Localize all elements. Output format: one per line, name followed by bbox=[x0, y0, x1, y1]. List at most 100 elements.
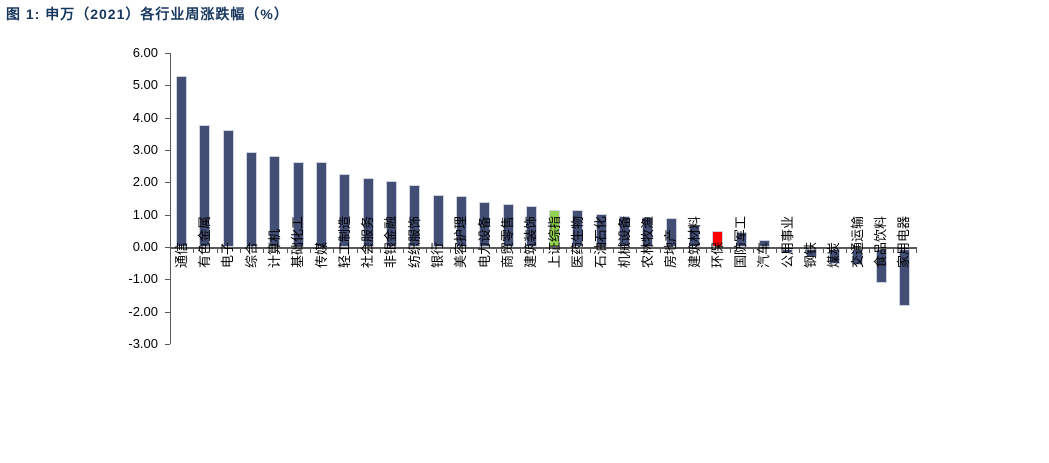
category-label-text: 汽车 bbox=[756, 241, 772, 268]
chart-bar bbox=[525, 205, 537, 247]
y-tick-mark bbox=[165, 150, 170, 151]
chart-bar bbox=[176, 75, 188, 247]
x-tick-mark bbox=[846, 249, 848, 253]
chart-bar bbox=[828, 249, 840, 265]
y-axis bbox=[170, 53, 171, 344]
x-tick-mark bbox=[309, 249, 311, 253]
category-label-text: 石油石化 bbox=[593, 216, 608, 268]
category-label-text: 农林牧渔 bbox=[640, 216, 655, 268]
y-tick-mark bbox=[165, 279, 170, 281]
chart-bar bbox=[339, 174, 351, 247]
chart-bar bbox=[712, 231, 724, 247]
x-tick-mark bbox=[612, 249, 614, 253]
y-tick-label: -3.00 bbox=[128, 335, 158, 351]
category-label-text: 国防军工 bbox=[733, 216, 748, 268]
y-tick-label: 1.00 bbox=[132, 206, 158, 222]
x-tick-mark bbox=[706, 249, 708, 253]
category-label-text: 电力设备 bbox=[477, 216, 492, 268]
y-tick-mark bbox=[165, 311, 170, 313]
chart-panel: 6.00 5.00 4.00 3.00 2.00 1.00 0.00 -1.00 -2.00 -3… bbox=[56, 31, 940, 430]
category-label-text: 建筑装饰 bbox=[523, 216, 538, 268]
category-label-text: 计算机 bbox=[267, 229, 282, 268]
category-label-text: 非银金融 bbox=[383, 216, 398, 268]
y-tick-mark bbox=[165, 53, 170, 55]
category-label-text: 商贸零售 bbox=[500, 216, 515, 268]
x-tick-mark bbox=[589, 249, 591, 253]
y-tick-mark bbox=[165, 85, 170, 87]
x-tick-mark bbox=[916, 249, 917, 253]
x-tick-mark bbox=[286, 249, 288, 253]
chart-bar bbox=[805, 249, 817, 258]
chart-bar bbox=[735, 232, 747, 247]
chart-bar bbox=[246, 152, 258, 247]
category-label-text: 上证综指 bbox=[547, 216, 562, 268]
category-label-text: 医药生物 bbox=[570, 216, 585, 268]
chart-bar bbox=[689, 225, 701, 247]
chart-bar bbox=[432, 194, 444, 247]
y-tick-label: -1.00 bbox=[128, 271, 158, 287]
x-tick-mark bbox=[682, 249, 684, 253]
chart-bar bbox=[316, 162, 328, 247]
category-label-text: 煤炭 bbox=[826, 241, 842, 268]
x-tick-mark bbox=[356, 249, 358, 253]
x-tick-mark bbox=[170, 249, 171, 253]
category-label-text: 基础化工 bbox=[290, 216, 305, 268]
chart-bar bbox=[269, 155, 281, 247]
x-axis bbox=[170, 247, 917, 249]
x-tick-mark bbox=[216, 249, 218, 253]
chart-bar bbox=[572, 210, 584, 247]
x-tick-mark bbox=[496, 249, 498, 253]
category-label-text: 交通运输 bbox=[849, 215, 865, 268]
x-tick-mark bbox=[426, 249, 428, 253]
chart-bar bbox=[549, 209, 561, 247]
category-label-text: 银行 bbox=[430, 241, 446, 268]
y-tick-label: 0.00 bbox=[132, 239, 158, 254]
category-label-text: 公用事业 bbox=[779, 215, 795, 268]
category-label-text: 环保 bbox=[709, 241, 725, 268]
x-tick-mark bbox=[263, 249, 265, 253]
x-tick-mark bbox=[379, 249, 381, 253]
chart-bar bbox=[222, 129, 234, 247]
x-tick-mark bbox=[193, 249, 195, 253]
y-tick-mark bbox=[165, 182, 170, 184]
x-tick-mark bbox=[519, 249, 521, 253]
chart-bar bbox=[502, 204, 514, 247]
category-label-text: 建筑材料 bbox=[687, 216, 702, 268]
y-tick-label: 2.00 bbox=[132, 174, 158, 190]
chart-bar bbox=[479, 201, 491, 247]
chart-bar bbox=[665, 218, 677, 247]
x-tick-mark bbox=[892, 249, 894, 253]
category-label-text: 传媒 bbox=[313, 241, 329, 268]
x-tick-mark bbox=[776, 249, 778, 253]
category-label-text: 轻工制造 bbox=[337, 216, 352, 268]
category-label-text: 钢铁 bbox=[803, 241, 819, 268]
category-label-text: 有色金属 bbox=[197, 216, 212, 268]
x-tick-mark bbox=[403, 249, 405, 253]
chart-bar bbox=[852, 249, 864, 266]
chart-bar bbox=[362, 178, 374, 247]
chart-bar bbox=[642, 216, 654, 247]
chart-bar bbox=[875, 249, 887, 283]
chart-bar bbox=[199, 124, 211, 247]
x-tick-mark bbox=[752, 249, 754, 253]
chart-bar bbox=[898, 249, 910, 306]
x-tick-mark bbox=[869, 249, 871, 253]
category-label-text: 综合 bbox=[243, 241, 259, 268]
x-tick-mark bbox=[333, 249, 335, 253]
chart-bar bbox=[385, 181, 397, 247]
category-label-text: 家用电器 bbox=[896, 215, 912, 268]
category-label-text: 机械设备 bbox=[617, 216, 632, 268]
y-tick-mark bbox=[165, 247, 170, 248]
x-tick-mark bbox=[566, 249, 568, 253]
x-tick-mark bbox=[543, 249, 544, 253]
y-tick-label: -2.00 bbox=[128, 303, 158, 319]
x-tick-mark bbox=[659, 249, 661, 253]
y-tick-mark bbox=[165, 214, 170, 216]
y-tick-mark bbox=[165, 343, 170, 345]
x-tick-mark bbox=[449, 249, 451, 253]
chart-bar bbox=[782, 249, 794, 253]
category-label-text: 社会服务 bbox=[360, 216, 375, 268]
chart-bar bbox=[595, 213, 607, 247]
chart-bar bbox=[758, 240, 770, 247]
category-label-text: 房地产 bbox=[663, 229, 678, 268]
